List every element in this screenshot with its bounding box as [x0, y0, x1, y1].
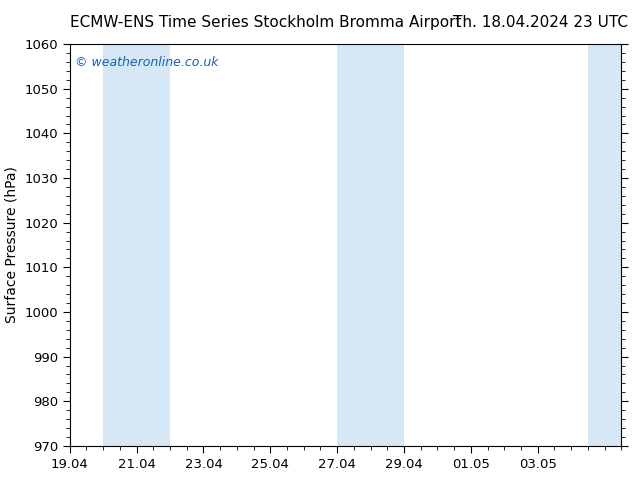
- Bar: [337, 44, 404, 446]
- Text: © weatheronline.co.uk: © weatheronline.co.uk: [75, 56, 219, 69]
- Bar: [588, 44, 621, 446]
- Text: ECMW-ENS Time Series Stockholm Bromma Airport: ECMW-ENS Time Series Stockholm Bromma Ai…: [70, 15, 462, 30]
- Y-axis label: Surface Pressure (hPa): Surface Pressure (hPa): [4, 167, 18, 323]
- Text: Th. 18.04.2024 23 UTC: Th. 18.04.2024 23 UTC: [453, 15, 628, 30]
- Bar: [103, 44, 170, 446]
